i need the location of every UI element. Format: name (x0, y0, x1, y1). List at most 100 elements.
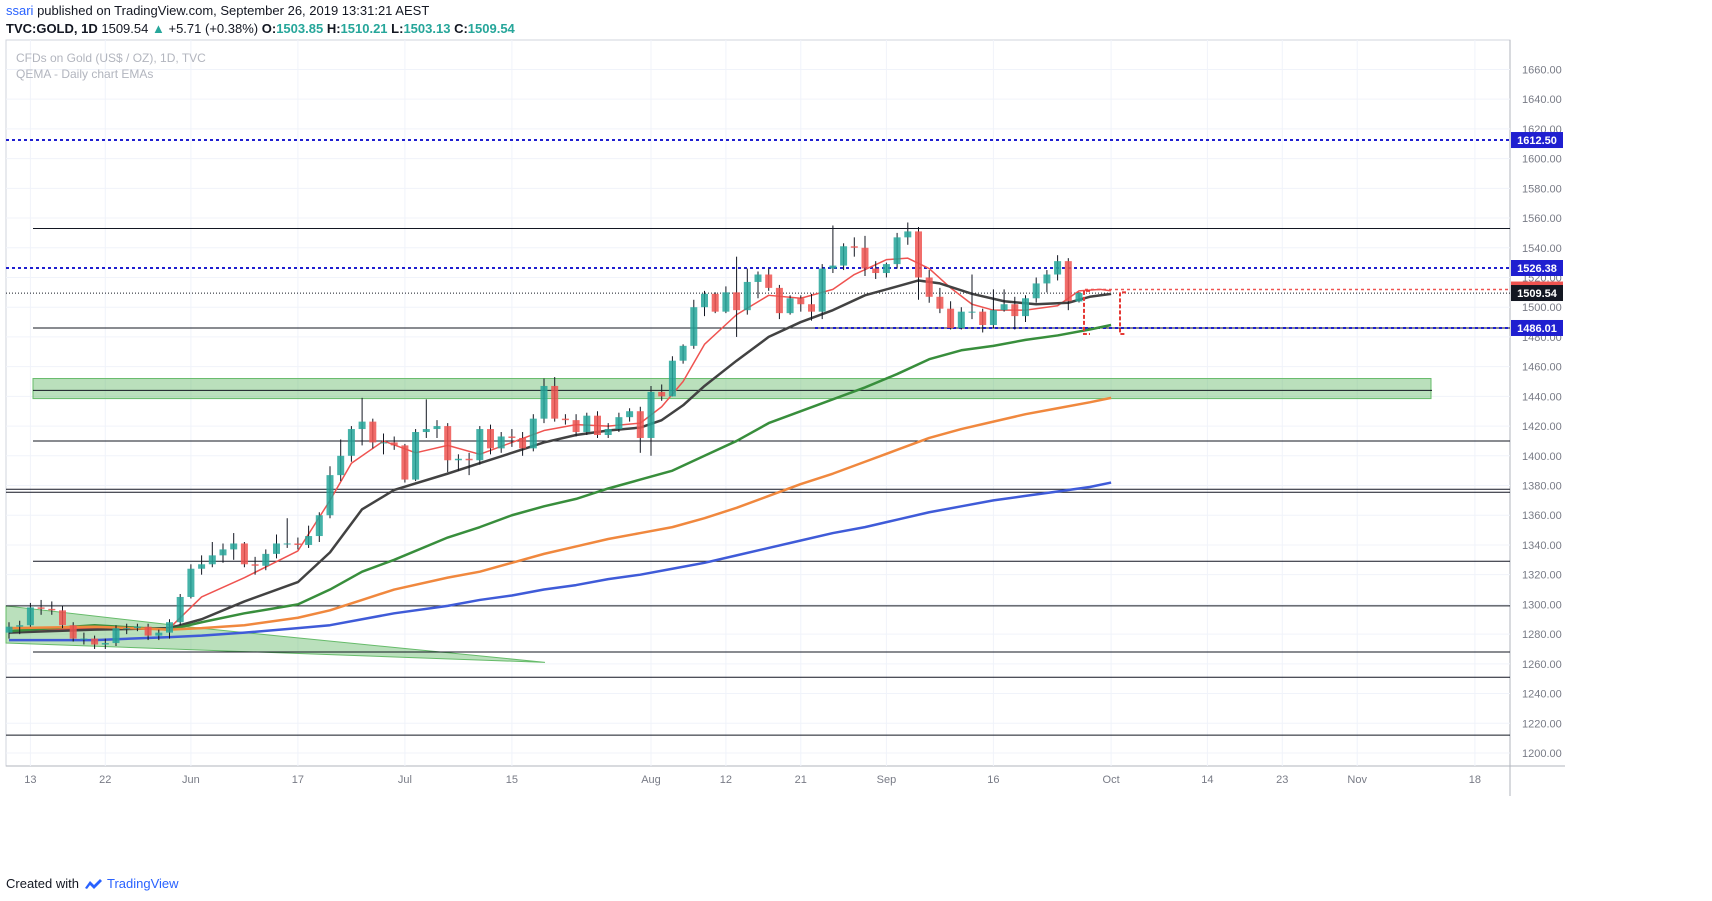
candle-body (594, 415, 601, 435)
candle-body (251, 564, 259, 566)
published-line: ssari published on TradingView.com, Sept… (6, 2, 515, 20)
tradingview-link[interactable]: TradingView (106, 876, 179, 891)
x-tick-label: Sep (877, 774, 897, 786)
y-tick-label: 1500.00 (1522, 302, 1562, 314)
x-tick-label: 13 (24, 774, 36, 786)
candle-body (465, 458, 473, 461)
candle-body (123, 628, 131, 630)
candle-body (861, 247, 869, 269)
candle-body (337, 455, 345, 476)
candle-body (561, 418, 569, 421)
ema-line (8, 396, 1112, 631)
candle-body (818, 268, 826, 312)
high-value: 1510.21 (340, 21, 388, 36)
candle-body (647, 391, 655, 438)
bracket-annotation (1119, 291, 1126, 335)
candle-body (412, 432, 420, 480)
y-tick-label: 1280.00 (1522, 629, 1562, 641)
candle-body (572, 420, 580, 433)
candle-body (262, 553, 270, 566)
x-tick-label: Jul (398, 774, 412, 786)
candle-body (315, 515, 323, 537)
x-tick-label: Jun (182, 774, 200, 786)
candle-body (808, 304, 815, 312)
candle-body (529, 418, 537, 449)
candle-body (690, 307, 698, 346)
candle-body (957, 311, 965, 329)
y-tick-label: 1440.00 (1522, 391, 1562, 403)
candle-body (422, 429, 430, 433)
x-tick-label: 17 (292, 774, 304, 786)
candle-body (850, 246, 858, 248)
candle-body (840, 246, 848, 266)
candle-body (101, 643, 109, 645)
candle-body (176, 596, 184, 623)
candle-body (91, 638, 99, 645)
candle-body (936, 296, 944, 309)
candle-body (369, 421, 377, 443)
y-tick-label: 1200.00 (1522, 748, 1562, 760)
low-label: L: (391, 21, 404, 36)
candle-body (5, 626, 13, 633)
symbol-line: TVC:GOLD, 1D 1509.54 ▲ +5.71 (+0.38%) O:… (6, 20, 515, 38)
y-tick-label: 1300.00 (1522, 599, 1562, 611)
y-tick-label: 1220.00 (1522, 718, 1562, 730)
candle-body (893, 237, 901, 265)
symbol-name[interactable]: TVC:GOLD, 1D (6, 21, 98, 36)
high-label: H: (326, 21, 341, 36)
candle-body (433, 426, 441, 430)
y-tick-label: 1420.00 (1522, 421, 1562, 433)
candle-body (283, 543, 291, 545)
price-label-text: 1612.50 (1517, 135, 1557, 147)
author-link[interactable]: ssari (6, 3, 34, 18)
ema-line (8, 323, 1112, 633)
y-tick-label: 1540.00 (1522, 243, 1562, 255)
candle-body (187, 568, 195, 597)
candle-body (604, 429, 612, 435)
candle-body (733, 292, 741, 311)
published-text: published on TradingView.com, September … (33, 3, 430, 18)
y-tick-label: 1240.00 (1522, 689, 1562, 701)
candle-body (679, 345, 687, 361)
x-tick-label: 14 (1201, 774, 1213, 786)
low-value: 1503.13 (403, 21, 451, 36)
candle-body (37, 607, 45, 609)
price-label-text: 1509.54 (1517, 288, 1558, 300)
candle-body (658, 391, 666, 397)
candle-body (230, 543, 238, 550)
chart-legend: CFDs on Gold (US$ / OZ), 1D, TVC QEMA - … (16, 50, 206, 82)
candle-body (401, 445, 409, 480)
candle-body (904, 231, 912, 238)
y-tick-label: 1660.00 (1522, 64, 1562, 76)
candle-body (711, 293, 719, 312)
candle-body (925, 277, 933, 297)
last-price: 1509.54 (101, 21, 149, 36)
candle-body (979, 311, 987, 326)
candle-body (305, 536, 313, 545)
candle-body (59, 610, 66, 626)
y-tick-label: 1600.00 (1522, 154, 1562, 166)
y-tick-label: 1400.00 (1522, 451, 1562, 463)
y-tick-label: 1260.00 (1522, 659, 1562, 671)
candle-body (80, 638, 88, 640)
candle-body (198, 564, 206, 569)
candle-body (989, 310, 997, 326)
x-tick-label: Aug (641, 774, 661, 786)
candle-body (968, 311, 976, 313)
candle-body (915, 231, 922, 278)
y-tick-label: 1560.00 (1522, 213, 1562, 225)
x-tick-label: Oct (1103, 774, 1120, 786)
price-label-text: 1526.38 (1517, 263, 1557, 275)
candle-body (208, 555, 216, 565)
candle-body (69, 625, 77, 639)
tradingview-logo-icon (84, 878, 102, 889)
price-label-badge (1511, 319, 1563, 336)
y-tick-label: 1340.00 (1522, 540, 1562, 552)
candle-body (1054, 261, 1062, 275)
x-tick-label: 12 (720, 774, 732, 786)
open-label: O: (261, 21, 277, 36)
price-change: +5.71 (+0.38%) (168, 21, 259, 36)
candle-body (497, 436, 505, 449)
candle-body (273, 543, 280, 554)
